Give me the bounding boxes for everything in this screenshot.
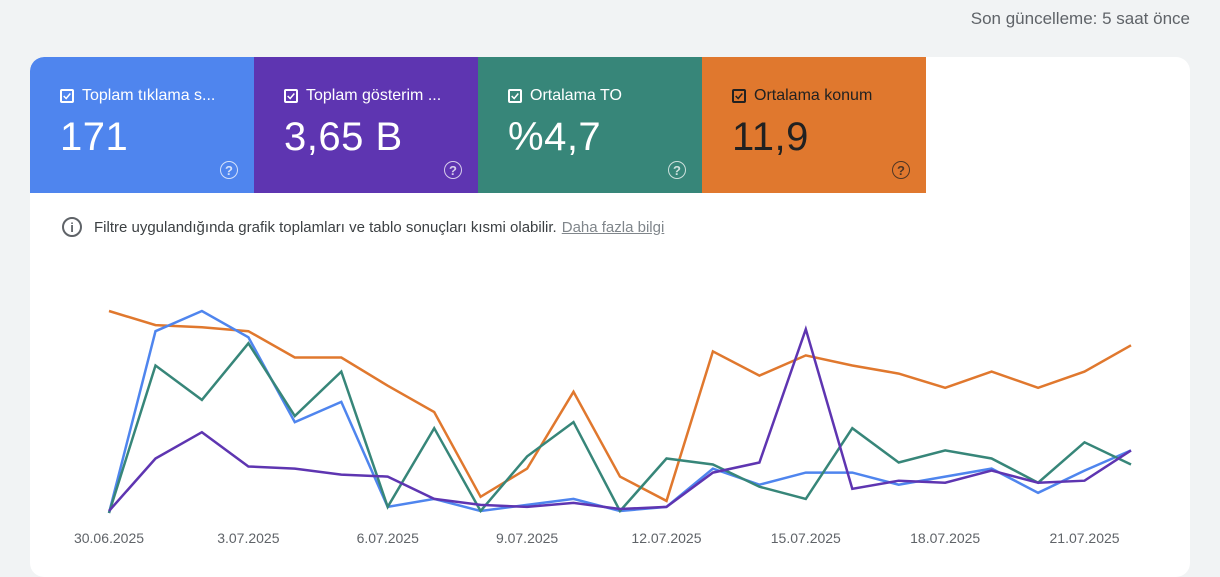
checkbox-icon[interactable]	[60, 89, 74, 103]
x-tick-label: 6.07.2025	[357, 530, 419, 546]
series-line-3	[108, 325, 1132, 512]
checkbox-icon[interactable]	[284, 89, 298, 103]
help-icon[interactable]: ?	[668, 161, 686, 179]
metric-tabs: Toplam tıklama s... 171 ? Toplam gösteri…	[30, 57, 926, 193]
series-line-2	[107, 341, 1132, 514]
metric-value: 3,65 B	[284, 115, 403, 159]
metric-total-impressions[interactable]: Toplam gösterim ... 3,65 B ?	[254, 57, 478, 193]
x-tick-label: 3.07.2025	[217, 530, 279, 546]
help-icon[interactable]: ?	[444, 161, 462, 179]
x-tick-label: 15.07.2025	[771, 530, 841, 546]
metric-value: 11,9	[732, 115, 809, 159]
notice-text: Filtre uygulandığında grafik toplamları …	[94, 218, 557, 236]
series-line-0	[108, 309, 1132, 503]
x-tick-label: 18.07.2025	[910, 530, 980, 546]
learn-more-link[interactable]: Daha fazla bilgi	[561, 218, 665, 236]
performance-card: Toplam tıklama s... 171 ? Toplam gösteri…	[30, 57, 1190, 577]
metric-average-position[interactable]: Ortalama konum 11,9 ?	[702, 57, 926, 193]
x-tick-label: 9.07.2025	[496, 530, 558, 546]
performance-line-chart: 30.06.2025 3.07.2025 6.07.2025 9.07.2025 12.…	[74, 309, 1132, 546]
filter-notice: i Filtre uygulandığında grafik toplamlar…	[62, 217, 664, 237]
metric-label: Toplam gösterim ...	[306, 87, 442, 104]
checkbox-icon[interactable]	[508, 89, 522, 103]
last-update-text: Son güncelleme: 5 saat önce	[970, 9, 1190, 28]
info-icon: i	[62, 217, 82, 237]
metric-label: Toplam tıklama s...	[82, 87, 216, 104]
x-tick-label: 21.07.2025	[1050, 530, 1120, 546]
checkbox-icon[interactable]	[732, 89, 746, 103]
help-icon[interactable]: ?	[892, 161, 910, 179]
metric-value: 171	[60, 115, 129, 159]
metric-average-ctr[interactable]: Ortalama TO %4,7 ?	[478, 57, 702, 193]
x-tick-label: 12.07.2025	[631, 530, 701, 546]
series-line-1	[107, 309, 1132, 514]
x-tick-label: 30.06.2025	[74, 530, 144, 546]
metric-value: %4,7	[508, 115, 602, 159]
metric-label: Ortalama TO	[530, 87, 622, 104]
metric-label: Ortalama konum	[754, 87, 873, 104]
metric-total-clicks[interactable]: Toplam tıklama s... 171 ?	[30, 57, 254, 193]
help-icon[interactable]: ?	[220, 161, 238, 179]
